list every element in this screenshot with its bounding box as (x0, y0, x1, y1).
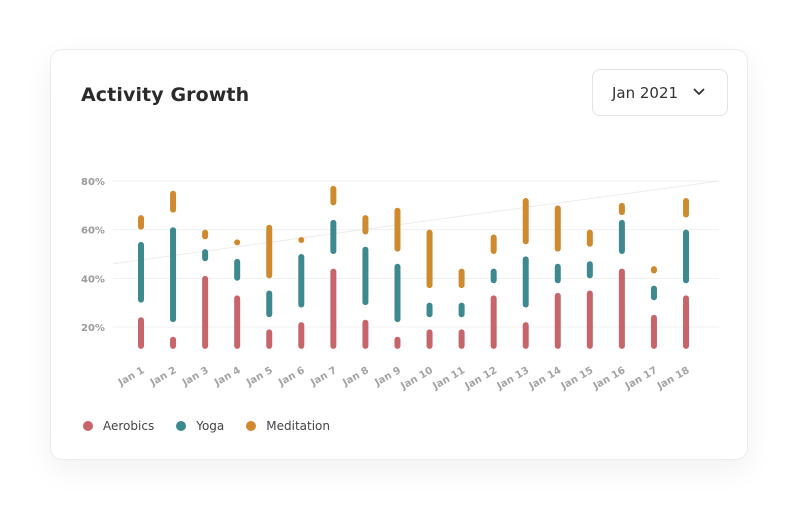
bar-aerobics (650, 314, 657, 349)
bar-aerobics (426, 329, 433, 349)
bar-aerobics (618, 268, 625, 349)
bar-yoga (170, 227, 177, 323)
bar-yoga (554, 263, 561, 284)
bar-aerobics (138, 317, 144, 349)
x-tick-label: Jan 15 (559, 365, 596, 393)
x-tick-label: Jan 5 (244, 365, 275, 389)
bar-aerobics (490, 295, 497, 349)
bar-meditation (362, 215, 369, 235)
bar-aerobics (554, 292, 561, 349)
bar-aerobics (362, 319, 369, 349)
bar-yoga (490, 268, 497, 284)
bar-meditation (330, 185, 337, 206)
bar-yoga (298, 254, 305, 308)
bar-aerobics (330, 268, 337, 349)
y-tick-label: 80% (81, 177, 105, 188)
bar-aerobics (202, 275, 209, 349)
x-tick-label: Jan 9 (372, 365, 403, 389)
bar-yoga (650, 285, 657, 301)
bar-aerobics (586, 290, 593, 349)
bar-aerobics (266, 329, 273, 349)
bar-yoga (234, 258, 241, 281)
x-tick-label: Jan 10 (398, 365, 435, 393)
bar-yoga (522, 256, 529, 308)
chevron-down-icon (693, 88, 705, 95)
bar-aerobics (170, 336, 177, 349)
bar-yoga (426, 302, 433, 318)
legend-dot-meditation (246, 421, 257, 431)
bar-aerobics (234, 295, 241, 349)
bar-yoga (330, 219, 337, 254)
chart-legend: Aerobics Yoga Meditation (83, 419, 330, 433)
legend-item-yoga: Yoga (176, 419, 224, 433)
bar-yoga (362, 246, 369, 306)
bar-yoga (394, 263, 401, 323)
legend-label-yoga: Yoga (196, 419, 225, 433)
bar-meditation (202, 229, 209, 240)
y-tick-label: 20% (81, 323, 105, 334)
card-title: Activity Growth (81, 84, 250, 106)
month-select[interactable]: Jan 2021 (592, 69, 728, 116)
bar-meditation (394, 207, 401, 252)
x-tick-label: Jan 13 (495, 365, 532, 393)
bar-meditation (234, 239, 241, 246)
y-tick-label: 60% (81, 226, 105, 237)
bar-yoga (138, 241, 144, 303)
bar-meditation (683, 198, 690, 218)
x-tick-label: Jan 2 (148, 365, 179, 389)
bar-aerobics (298, 322, 305, 349)
legend-item-meditation: Meditation (246, 419, 330, 433)
bar-yoga (586, 261, 593, 279)
x-tick-label: Jan 7 (308, 365, 339, 389)
x-tick-label: Jan 4 (212, 365, 243, 389)
bar-meditation (650, 266, 657, 274)
legend-dot-aerobics (83, 421, 93, 431)
bar-meditation (554, 205, 561, 252)
trend-line (112, 180, 720, 265)
y-tick-label: 40% (81, 274, 105, 285)
bar-meditation (298, 236, 305, 243)
bar-meditation (618, 202, 625, 216)
bar-meditation (138, 215, 144, 230)
x-tick-label: Jan 1 (116, 365, 147, 389)
bar-yoga (618, 219, 625, 254)
x-tick-label: Jan 18 (655, 365, 692, 393)
bar-meditation (458, 268, 465, 289)
x-tick-label: Jan 14 (527, 365, 564, 393)
x-tick-label: Jan 3 (180, 365, 211, 389)
legend-item-aerobics: Aerobics (83, 419, 154, 433)
bar-yoga (683, 229, 690, 284)
x-tick-label: Jan 17 (623, 365, 660, 393)
bar-meditation (170, 190, 177, 213)
x-tick-label: Jan 8 (340, 365, 371, 389)
bar-yoga (266, 290, 273, 318)
activity-chart: 20%40%60%80%Jan 1 Jan 2 Jan 3 Jan 4 Jan 5 Jan… (81, 177, 720, 393)
bar-meditation (266, 224, 273, 279)
bar-meditation (586, 229, 593, 247)
legend-dot-yoga (176, 421, 187, 431)
x-tick-label: Jan 11 (430, 365, 467, 393)
bar-meditation (490, 234, 497, 254)
bar-aerobics (683, 295, 690, 349)
x-tick-label: Jan 16 (591, 365, 628, 393)
month-select-value: Jan 2021 (612, 83, 679, 102)
bar-aerobics (522, 322, 529, 349)
bar-yoga (202, 249, 209, 262)
x-tick-label: Jan 6 (276, 365, 307, 389)
bar-meditation (522, 198, 529, 245)
bar-aerobics (394, 336, 401, 349)
legend-label-aerobics: Aerobics (103, 419, 155, 433)
x-tick-label: Jan 12 (462, 365, 499, 393)
activity-growth-card: Activity Growth Jan 2021 20% 40% 60% 80% Jan… (50, 49, 748, 460)
legend-label-meditation: Meditation (266, 419, 330, 433)
bar-aerobics (458, 329, 465, 349)
bar-meditation (426, 229, 433, 289)
bar-yoga (458, 302, 465, 318)
